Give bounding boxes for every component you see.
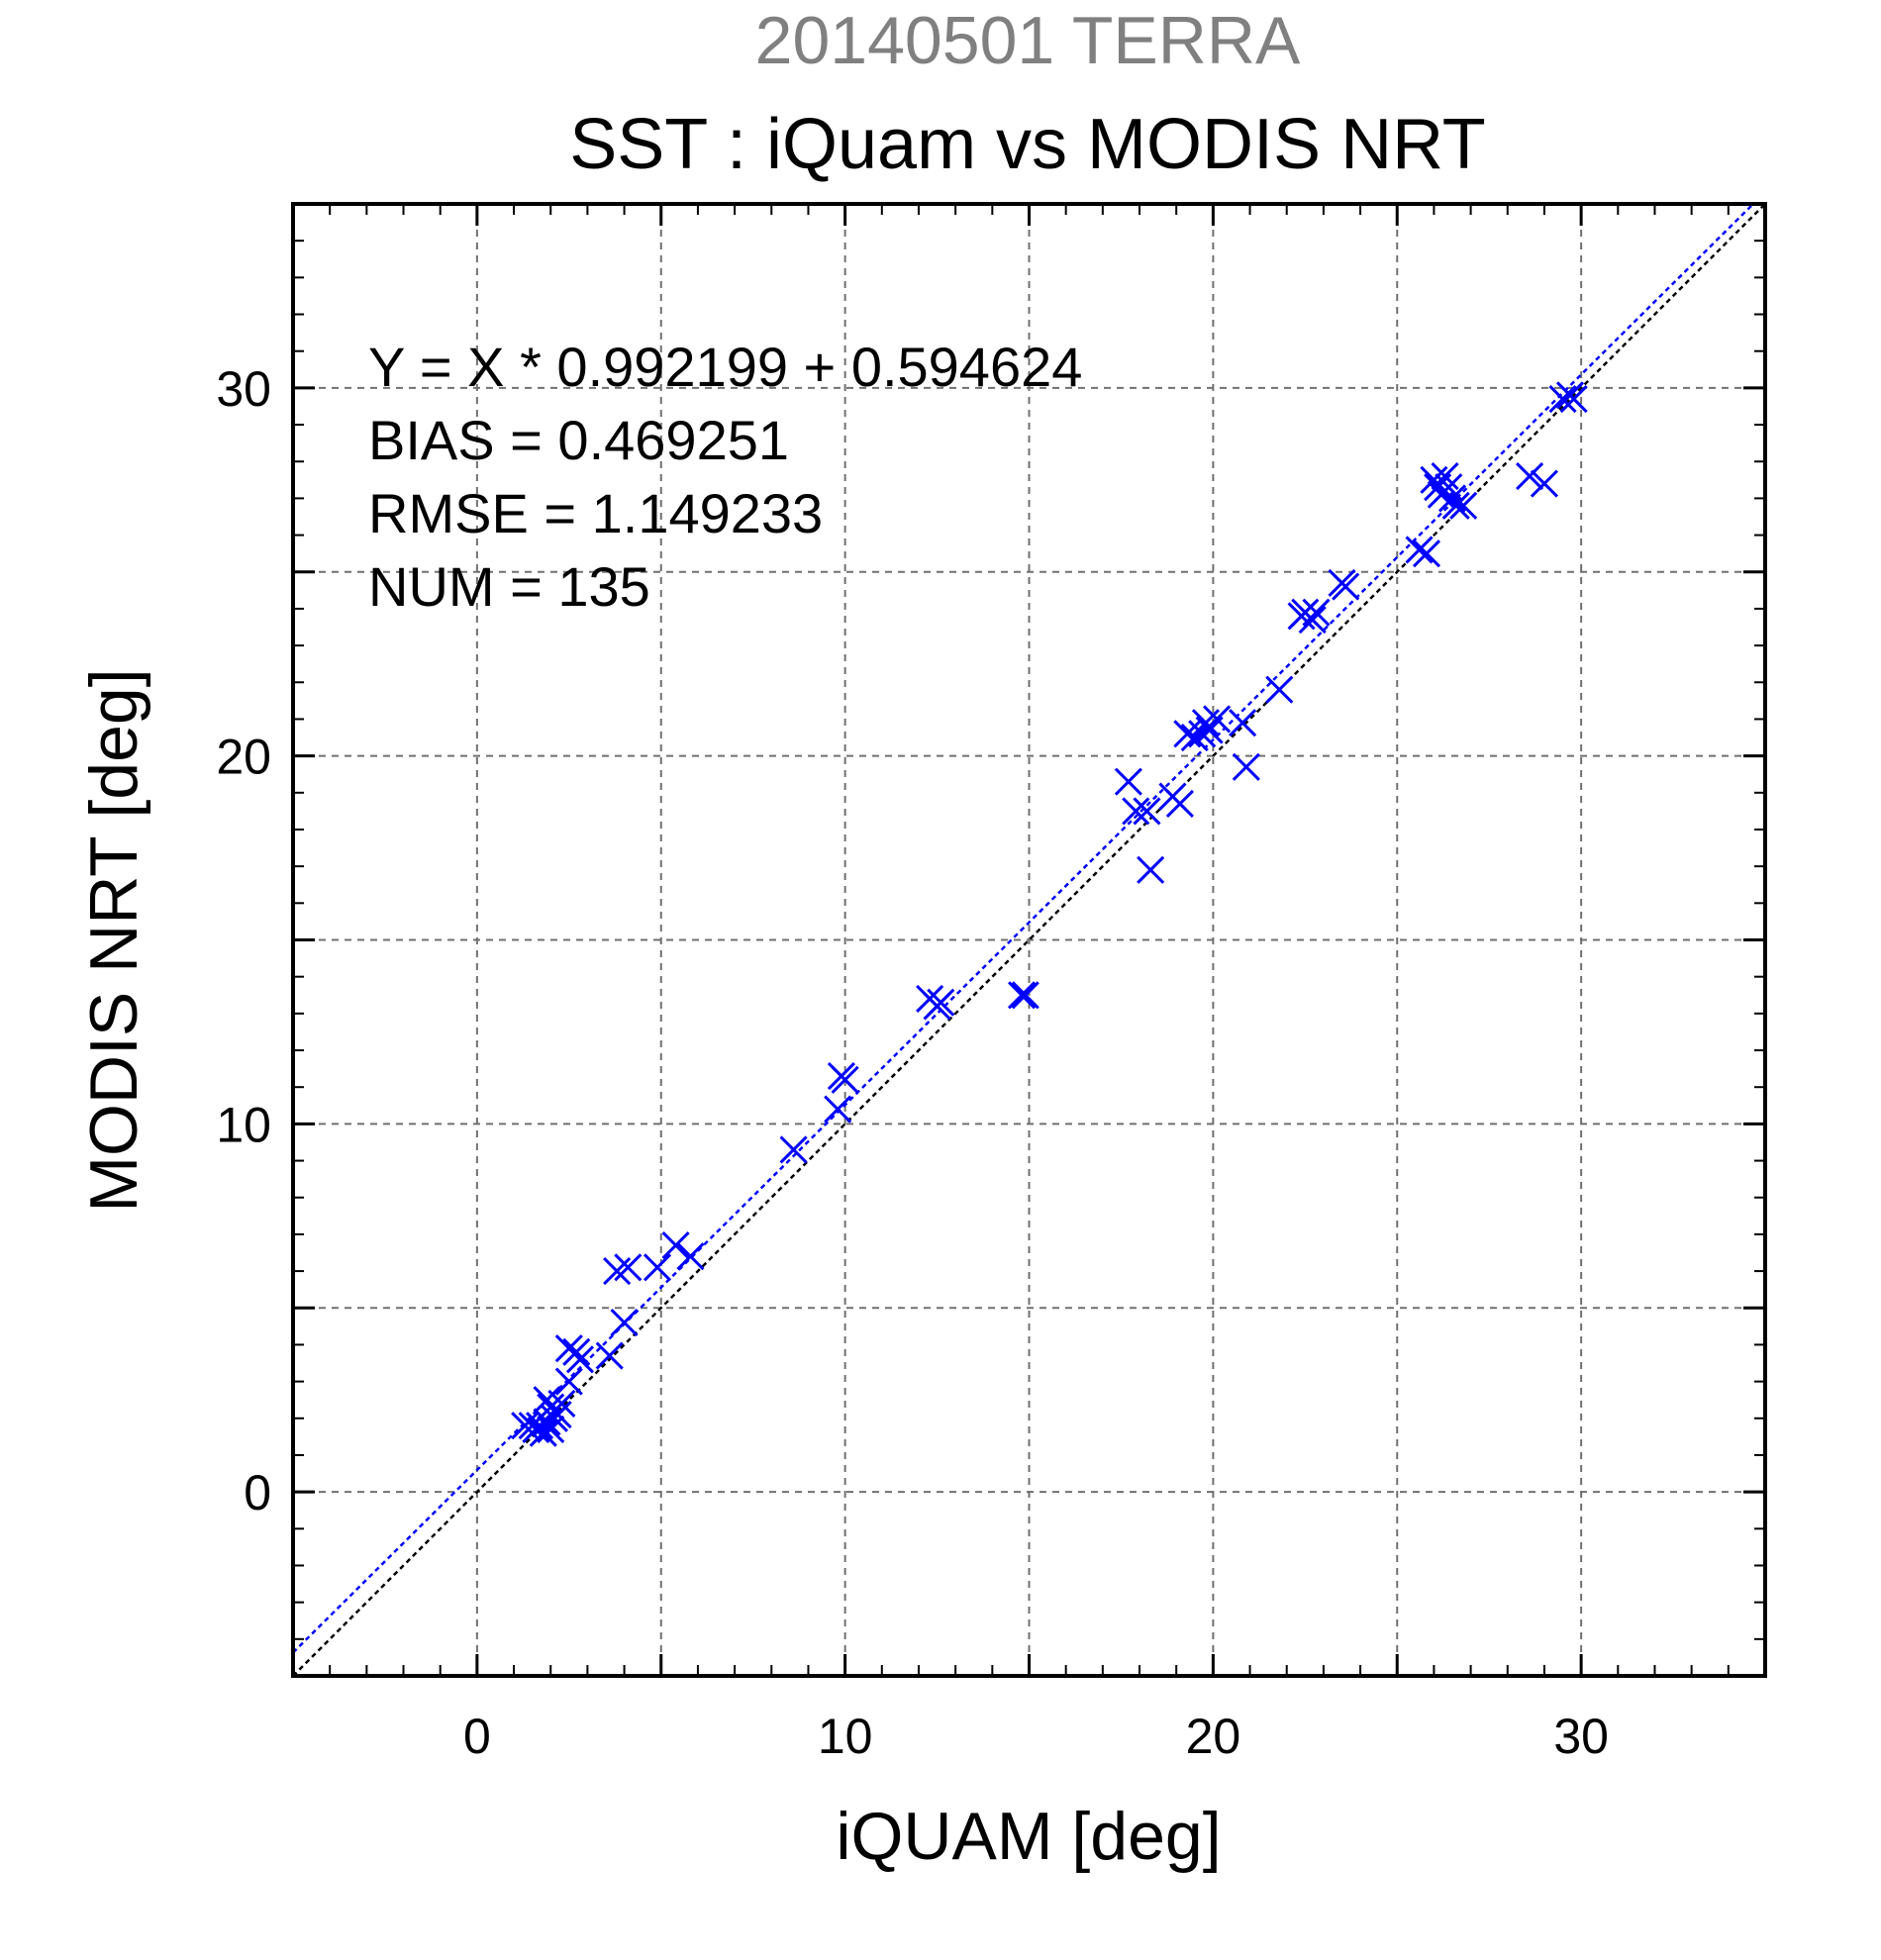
data-point bbox=[610, 1309, 639, 1337]
data-point bbox=[1011, 981, 1040, 1010]
data-point bbox=[1122, 797, 1150, 826]
stat-line: Y = X * 0.992199 + 0.594624 bbox=[368, 336, 1082, 398]
data-point bbox=[1203, 705, 1232, 734]
data-point bbox=[1229, 709, 1257, 737]
data-point bbox=[1412, 539, 1441, 568]
data-point bbox=[1008, 981, 1037, 1010]
data-point bbox=[1133, 797, 1161, 826]
y-tick-label: 20 bbox=[216, 730, 271, 785]
data-point bbox=[831, 1065, 859, 1094]
data-point bbox=[1265, 675, 1294, 704]
data-point bbox=[595, 1341, 624, 1370]
x-tick-label: 20 bbox=[1186, 1709, 1241, 1764]
y-tick-label: 30 bbox=[216, 361, 271, 417]
data-point bbox=[1298, 606, 1327, 635]
y-tick-label: 0 bbox=[244, 1465, 271, 1520]
data-point bbox=[511, 1412, 540, 1440]
data-point bbox=[554, 1367, 583, 1396]
y-axis-label: MODIS NRT [deg] bbox=[76, 668, 151, 1212]
data-point bbox=[676, 1242, 705, 1271]
data-point bbox=[1431, 462, 1459, 491]
data-point bbox=[1173, 720, 1202, 748]
data-point bbox=[1332, 572, 1360, 601]
x-tick-label: 10 bbox=[818, 1709, 873, 1764]
data-point bbox=[614, 1253, 643, 1282]
data-point bbox=[1530, 469, 1559, 498]
data-point bbox=[537, 1415, 565, 1443]
data-point bbox=[1180, 723, 1209, 752]
data-point bbox=[562, 1337, 591, 1366]
chart-title: SST : iQuam vs MODIS NRT bbox=[569, 105, 1486, 184]
data-point bbox=[1548, 384, 1577, 414]
plot-frame bbox=[291, 202, 1767, 1678]
x-tick-label: 30 bbox=[1553, 1709, 1609, 1764]
data-point bbox=[1191, 709, 1221, 737]
data-point bbox=[1441, 491, 1470, 520]
x-tick-label: 0 bbox=[463, 1709, 491, 1764]
regression-line bbox=[293, 204, 1755, 1654]
data-point bbox=[824, 1095, 852, 1124]
data-point bbox=[1449, 491, 1478, 520]
stat-line: BIAS = 0.469251 bbox=[368, 409, 789, 471]
data-point bbox=[1435, 473, 1463, 502]
data-point bbox=[1114, 767, 1142, 796]
data-point bbox=[927, 988, 955, 1017]
data-point bbox=[1302, 598, 1331, 627]
data-points bbox=[511, 381, 1588, 1447]
data-point bbox=[643, 1253, 672, 1282]
data-point bbox=[1137, 855, 1165, 884]
data-point bbox=[565, 1345, 595, 1374]
data-point bbox=[661, 1230, 690, 1260]
stat-line: RMSE = 1.149233 bbox=[368, 482, 823, 544]
data-point bbox=[1232, 752, 1260, 781]
statistics-box: Y = X * 0.992199 + 0.594624 BIAS = 0.4692… bbox=[368, 336, 1082, 618]
data-point bbox=[526, 1412, 554, 1440]
data-point bbox=[529, 1419, 557, 1447]
data-point bbox=[1559, 384, 1588, 414]
data-point bbox=[779, 1135, 808, 1164]
chart-supertitle: 20140501 TERRA bbox=[755, 3, 1301, 78]
tick-labels: 0 0 10 10 20 20 30 30 bbox=[216, 361, 1609, 1764]
reference-lines bbox=[293, 204, 1765, 1676]
data-point bbox=[1405, 536, 1434, 564]
data-point bbox=[1165, 789, 1194, 819]
y-tick-label: 10 bbox=[216, 1097, 271, 1152]
x-axis-label: iQUAM [deg] bbox=[836, 1799, 1221, 1874]
data-point bbox=[1516, 462, 1544, 491]
stat-line: NUM = 135 bbox=[368, 555, 650, 618]
grid-lines bbox=[293, 204, 1765, 1676]
data-point bbox=[544, 1400, 572, 1429]
data-point bbox=[603, 1257, 632, 1286]
data-point bbox=[547, 1389, 576, 1418]
